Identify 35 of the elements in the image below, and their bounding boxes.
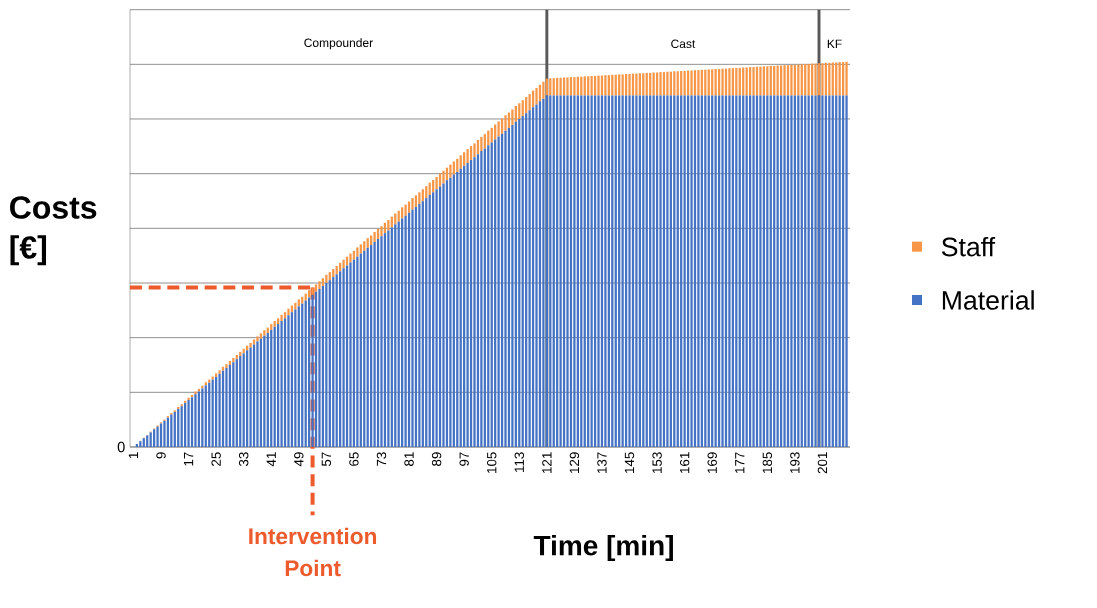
text: Cast [671, 39, 696, 49]
x-tick-label: 25 [211, 452, 221, 466]
x-tick-label: 145 [624, 452, 635, 473]
x-tick-label: 137 [597, 452, 607, 473]
x-tick-label: 73 [376, 452, 387, 466]
y-axis-title: Costs [€] [10, 196, 97, 266]
x-tick-label: 65 [349, 452, 359, 466]
x-tick-label: 57 [321, 452, 332, 466]
legend-label: Staff [941, 236, 996, 257]
x-tick-label: 89 [431, 452, 442, 466]
text: Compounder [304, 38, 373, 50]
text: KF [827, 39, 842, 48]
text: 0 [117, 441, 125, 453]
x-tick-label: 49 [294, 452, 304, 467]
x-tick-label: 201 [817, 452, 828, 474]
x-tick-label: 1 [128, 452, 139, 459]
x-axis-title: Time [min] [533, 534, 673, 562]
x-tick-label: 105 [487, 452, 497, 473]
x-tick-label: 41 [266, 452, 276, 467]
x-tick-label: 129 [569, 452, 580, 473]
x-tick-label: 153 [652, 452, 662, 473]
x-tick-label: 17 [183, 452, 194, 466]
x-tick-label: 169 [707, 452, 717, 473]
x-tick-label: 33 [238, 452, 249, 467]
x-tick-label: 113 [514, 452, 524, 472]
x-tick-label: 121 [542, 452, 552, 473]
ref-line-label: Intervention Point [249, 527, 377, 577]
x-tick-label: 161 [679, 452, 690, 473]
x-tick-label: 97 [459, 452, 469, 466]
x-tick-label: 193 [790, 452, 800, 473]
x-tick-label: 177 [735, 452, 745, 473]
x-tick-label: 9 [156, 452, 166, 459]
x-tick-label: 81 [404, 452, 414, 466]
x-tick-label: 185 [762, 452, 773, 473]
legend-label: Material [942, 290, 1034, 310]
